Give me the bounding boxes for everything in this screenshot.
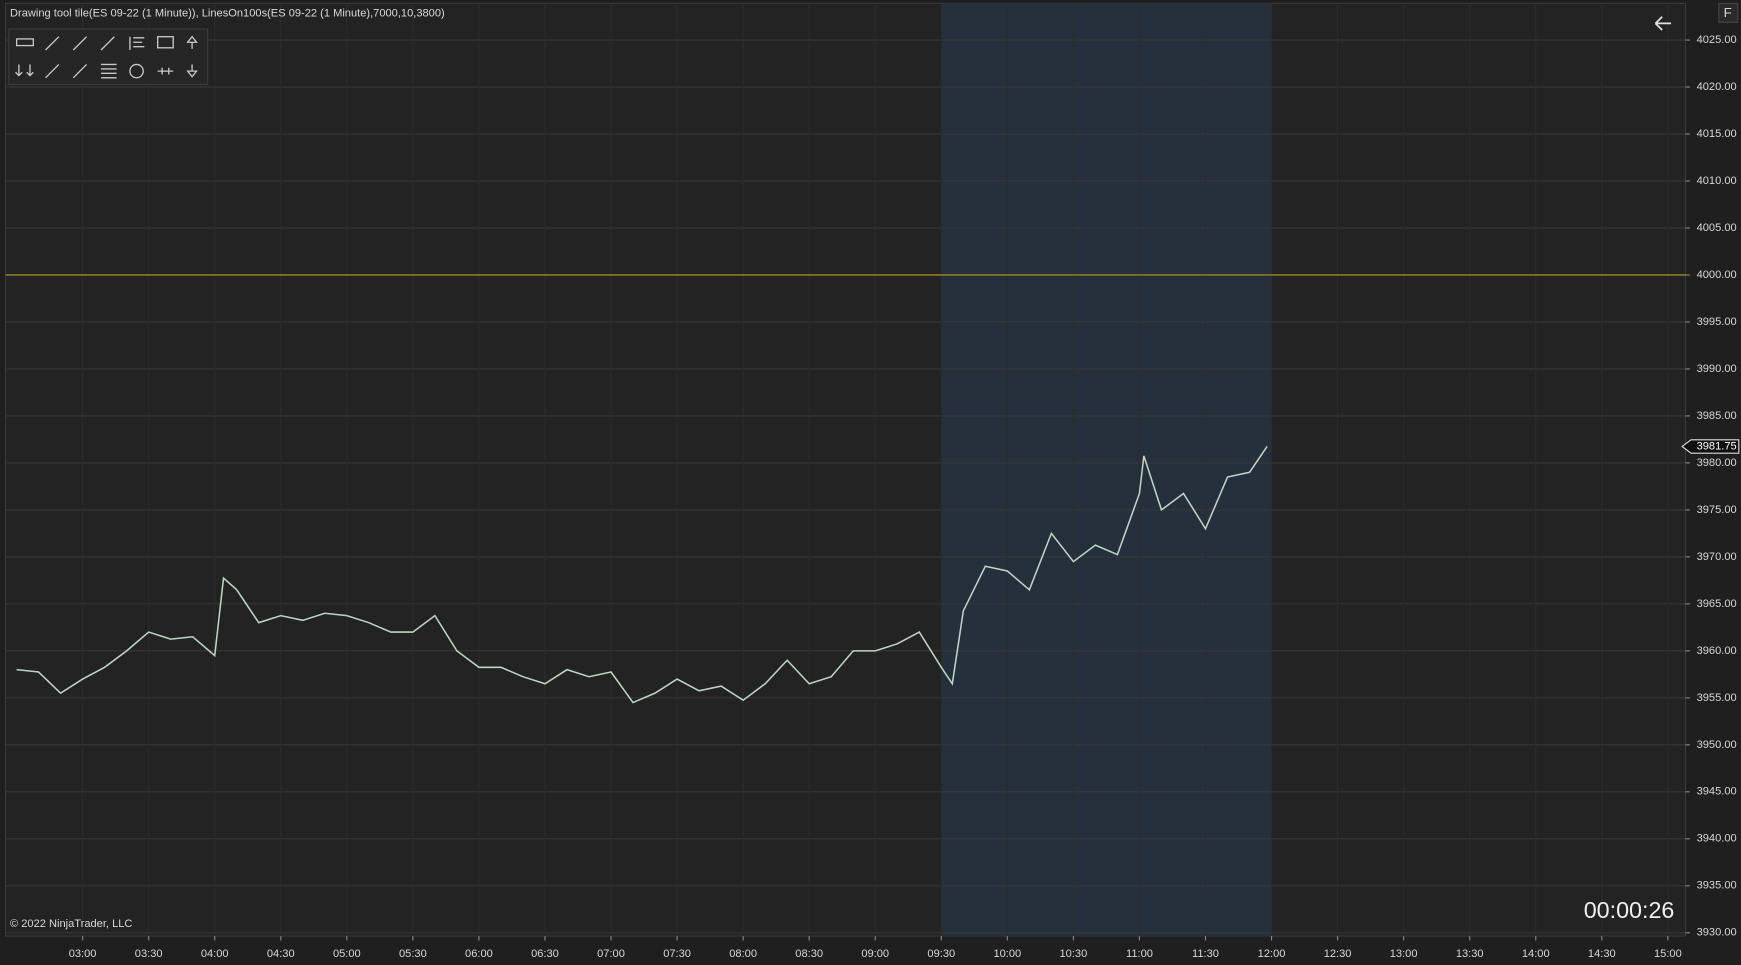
line-tool[interactable] <box>45 36 60 51</box>
y-tick-label: 3960.00 <box>1697 645 1737 657</box>
arrow-down-tool[interactable] <box>186 64 198 78</box>
y-tick-label: 3980.00 <box>1697 457 1737 469</box>
y-tick-label: 3935.00 <box>1697 880 1737 892</box>
y-tick-label: 3955.00 <box>1697 692 1737 704</box>
y-tick-label: 4025.00 <box>1697 34 1737 46</box>
last-price-label: 3981.75 <box>1697 440 1737 452</box>
arrow-line-tool[interactable] <box>45 63 60 79</box>
x-tick-label: 14:00 <box>1522 948 1550 960</box>
copyright: © 2022 NinjaTrader, LLC <box>10 918 132 930</box>
toolbar-panel <box>8 28 209 86</box>
ray-tool[interactable] <box>72 36 88 51</box>
y-tick-label: 3985.00 <box>1697 410 1737 422</box>
y-tick-label: 3990.00 <box>1697 363 1737 375</box>
extended-line-tool[interactable] <box>100 36 115 51</box>
y-tick-label: 3970.00 <box>1697 551 1737 563</box>
fib-tool[interactable] <box>129 36 145 51</box>
y-tick-label: 3965.00 <box>1697 598 1737 610</box>
last-price-marker <box>1681 439 1740 454</box>
y-tick-label: 4015.00 <box>1697 128 1737 140</box>
x-tick-label: 08:00 <box>729 948 757 960</box>
x-tick-label: 09:30 <box>927 948 955 960</box>
x-tick-label: 03:30 <box>135 948 163 960</box>
y-tick-label: 4005.00 <box>1697 222 1737 234</box>
x-tick-label: 12:30 <box>1324 948 1352 960</box>
session-shading <box>941 3 1272 937</box>
x-tick-label: 07:00 <box>597 948 625 960</box>
x-tick-label: 04:00 <box>201 948 229 960</box>
chart-title: Drawing tool tile(ES 09-22 (1 Minute)), … <box>10 7 445 19</box>
x-tick-label: 15:00 <box>1654 948 1682 960</box>
ruler-tool[interactable] <box>15 38 34 47</box>
x-tick-label: 05:00 <box>333 948 361 960</box>
x-tick-label: 06:00 <box>465 948 493 960</box>
x-tick-label: 14:30 <box>1588 948 1616 960</box>
y-tick-label: 3930.00 <box>1697 927 1737 939</box>
arrow-up-tool[interactable] <box>186 35 198 49</box>
x-tick-label: 10:00 <box>993 948 1021 960</box>
x-tick-label: 11:00 <box>1126 948 1153 960</box>
y-tick-label: 3945.00 <box>1697 786 1737 798</box>
region-tool[interactable] <box>157 67 174 75</box>
horizontal-lines-tool[interactable] <box>101 63 117 79</box>
corner-button-label: F <box>1724 5 1732 20</box>
ellipse-tool[interactable] <box>129 63 144 79</box>
y-tick-label: 3995.00 <box>1697 316 1737 328</box>
x-tick-label: 07:30 <box>663 948 691 960</box>
corner-button[interactable] <box>1718 2 1739 23</box>
drawing-toolbar <box>8 28 209 86</box>
x-tick-label: 12:00 <box>1258 948 1286 960</box>
y-tick-label: 4000.00 <box>1697 269 1737 281</box>
plot <box>5 3 1686 937</box>
y-tick-label: 4010.00 <box>1697 175 1737 187</box>
y-tick-label: 3950.00 <box>1697 739 1737 751</box>
trend-channel-tool[interactable] <box>72 63 88 79</box>
x-tick-label: 04:30 <box>267 948 295 960</box>
plot-area <box>4 2 1687 937</box>
rectangle-tool[interactable] <box>157 36 174 49</box>
x-tick-label: 13:30 <box>1456 948 1484 960</box>
x-tick-label: 11:30 <box>1192 948 1219 960</box>
back-button[interactable] <box>1654 16 1672 31</box>
multi-tool[interactable] <box>15 64 34 77</box>
bar-timer: 00:00:26 <box>1584 897 1675 923</box>
y-tick-label: 4020.00 <box>1697 81 1737 93</box>
y-tick-label: 3940.00 <box>1697 833 1737 845</box>
x-tick-label: 03:00 <box>69 948 97 960</box>
x-tick-label: 10:30 <box>1060 948 1088 960</box>
x-tick-label: 09:00 <box>861 948 889 960</box>
x-tick-label: 06:30 <box>531 948 559 960</box>
x-tick-label: 08:30 <box>795 948 823 960</box>
x-tick-label: 05:30 <box>399 948 427 960</box>
x-tick-label: 13:00 <box>1390 948 1418 960</box>
price-line <box>16 446 1268 704</box>
y-tick-label: 3975.00 <box>1697 504 1737 516</box>
